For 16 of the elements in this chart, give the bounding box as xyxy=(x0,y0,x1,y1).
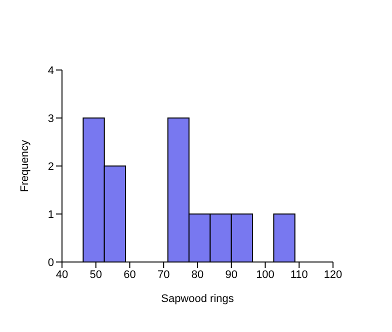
y-tick-label: 0 xyxy=(48,256,54,269)
x-tick-label: 90 xyxy=(225,268,238,281)
x-tick-label: 60 xyxy=(124,268,136,281)
x-tick-label: 70 xyxy=(158,268,170,281)
x-tick-label: 80 xyxy=(191,268,204,281)
x-tick-label: 40 xyxy=(56,268,68,281)
x-tick-label: 110 xyxy=(290,268,308,281)
y-tick-label: 1 xyxy=(48,208,54,221)
x-tick-label: 100 xyxy=(256,268,274,281)
y-axis-title: Frequency xyxy=(18,140,31,192)
x-tick-label: 50 xyxy=(90,268,102,281)
y-tick-label: 3 xyxy=(48,112,54,125)
y-tick-label: 2 xyxy=(48,160,54,173)
x-tick-label: 120 xyxy=(324,268,342,281)
y-tick-label: 4 xyxy=(48,64,54,77)
x-axis-title: Sapwood rings xyxy=(161,293,234,305)
